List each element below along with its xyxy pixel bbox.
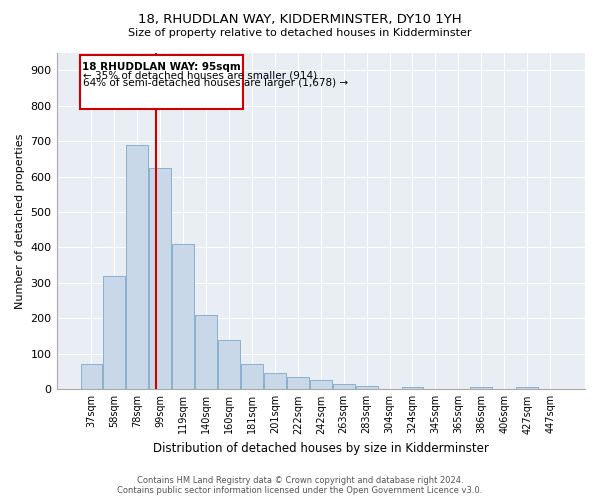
Bar bbox=[516, 387, 538, 390]
Y-axis label: Number of detached properties: Number of detached properties bbox=[15, 133, 25, 308]
Bar bbox=[195, 315, 217, 390]
Bar bbox=[356, 386, 377, 390]
Bar bbox=[80, 364, 103, 390]
Bar bbox=[149, 168, 171, 390]
X-axis label: Distribution of detached houses by size in Kidderminster: Distribution of detached houses by size … bbox=[153, 442, 489, 455]
Text: 18 RHUDDLAN WAY: 95sqm: 18 RHUDDLAN WAY: 95sqm bbox=[82, 62, 241, 72]
Text: ← 35% of detached houses are smaller (914): ← 35% of detached houses are smaller (91… bbox=[83, 70, 317, 80]
Text: 64% of semi-detached houses are larger (1,678) →: 64% of semi-detached houses are larger (… bbox=[83, 78, 348, 88]
Bar bbox=[241, 364, 263, 390]
Bar bbox=[310, 380, 332, 390]
Bar bbox=[470, 387, 492, 390]
Bar bbox=[172, 244, 194, 390]
Bar bbox=[127, 144, 148, 390]
Bar bbox=[333, 384, 355, 390]
Text: Size of property relative to detached houses in Kidderminster: Size of property relative to detached ho… bbox=[128, 28, 472, 38]
Bar bbox=[80, 56, 243, 109]
Bar bbox=[287, 377, 309, 390]
Bar bbox=[103, 276, 125, 390]
Bar bbox=[218, 340, 240, 390]
Text: Contains HM Land Registry data © Crown copyright and database right 2024.
Contai: Contains HM Land Registry data © Crown c… bbox=[118, 476, 482, 495]
Bar bbox=[401, 387, 424, 390]
Bar bbox=[264, 372, 286, 390]
Text: 18, RHUDDLAN WAY, KIDDERMINSTER, DY10 1YH: 18, RHUDDLAN WAY, KIDDERMINSTER, DY10 1Y… bbox=[138, 12, 462, 26]
